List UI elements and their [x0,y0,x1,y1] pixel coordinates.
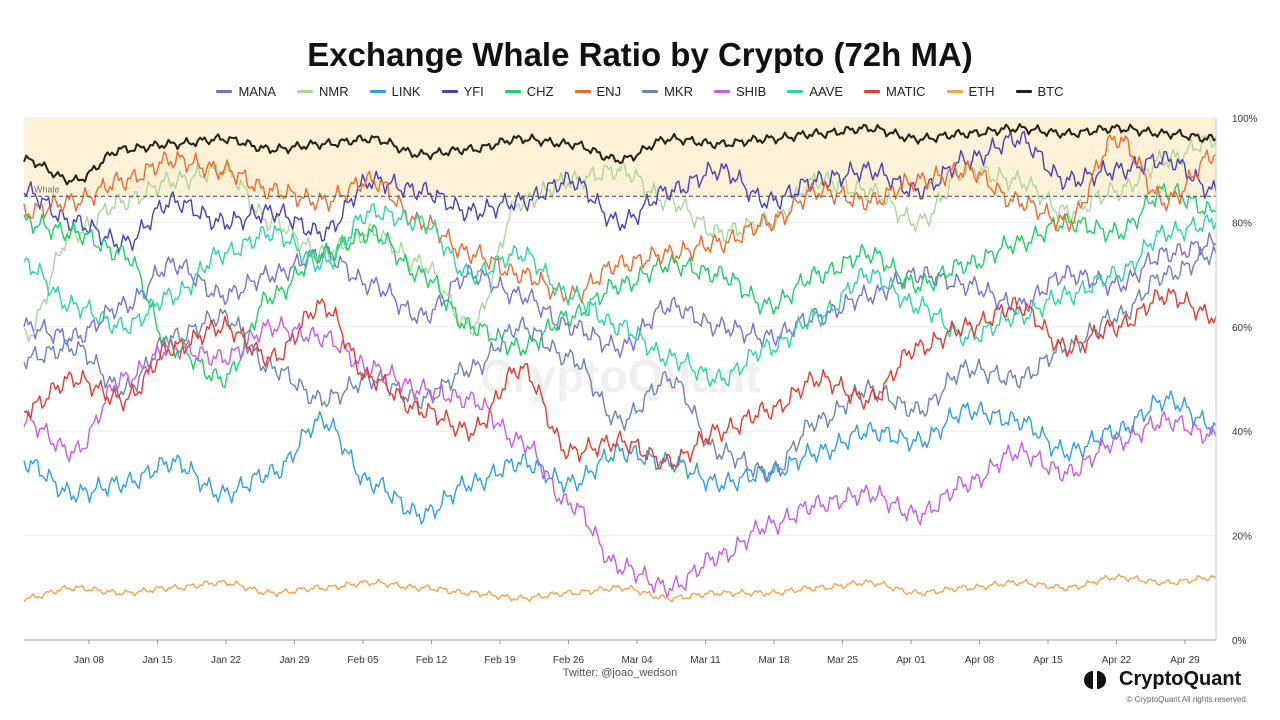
legend-swatch [216,90,233,93]
series-line-yfi [23,130,1217,253]
y-tick-label: 80% [1232,218,1252,229]
cryptoquant-logo-icon [1084,670,1106,689]
legend-label: BTC [1037,84,1064,99]
legend-swatch [504,90,521,93]
x-tick-label: Jan 08 [74,655,104,666]
x-tick-label: Apr 29 [1170,655,1200,666]
legend-item-matic[interactable]: MATIC [864,84,926,99]
legend-swatch [946,90,963,93]
series-line-matic [23,288,1217,470]
legend-swatch [642,90,659,93]
legend-label: CHZ [526,84,554,99]
legend-item-mkr[interactable]: MKR [642,84,693,99]
legend-label: LINK [391,84,421,99]
series-line-mana [23,232,1217,359]
legend-label: NMR [319,84,349,99]
x-tick-label: Mar 18 [758,655,790,666]
legend-label: MKR [664,84,693,99]
legend-label: MANA [238,84,277,99]
legend-swatch [441,90,458,93]
series-line-eth [23,573,1217,603]
legend-item-mana[interactable]: MANA [216,84,276,99]
x-tick-label: Jan 22 [211,655,241,666]
x-tick-label: Feb 12 [416,655,448,666]
x-tick-label: Jan 15 [142,655,172,666]
x-tick-label: Jan 29 [279,655,309,666]
legend-item-aave[interactable]: AAVE [787,84,843,99]
x-tick-label: Feb 05 [347,655,379,666]
legend-swatch [369,90,386,93]
chart-title: Exchange Whale Ratio by Crypto (72h MA) [307,36,973,73]
x-tick-label: Mar 25 [827,655,859,666]
legend-item-eth[interactable]: ETH [946,84,995,99]
y-tick-label: 0% [1232,636,1247,647]
brand-name: CryptoQuant [1119,668,1242,690]
x-tick-label: Mar 11 [690,655,721,666]
series-line-enj [23,134,1217,305]
legend-item-nmr[interactable]: NMR [297,84,349,99]
y-tick-label: 40% [1232,427,1252,438]
legend-swatch [297,90,314,93]
legend-label: ETH [968,84,995,99]
x-tick-label: Apr 15 [1033,655,1063,666]
series-line-mkr [23,245,1217,483]
y-tick-label: 100% [1232,114,1258,125]
copyright-notice: © CryptoQuant All rights reserved. [1126,695,1249,704]
x-tick-label: Apr 08 [965,655,995,666]
x-tick-label: Feb 26 [553,655,585,666]
legend-swatch [787,90,804,93]
legend-label: YFI [463,84,484,99]
series-line-aave [23,203,1217,387]
brand-logo: CryptoQuant [1083,668,1241,691]
legend-swatch [1015,90,1032,93]
y-tick-label: 60% [1232,323,1252,334]
whale-threshold-label: Whale [34,184,60,194]
watermark: CryptoQuant [479,350,760,402]
legend-item-btc[interactable]: BTC [1015,84,1064,99]
legend-label: MATIC [886,84,926,99]
whale-highlight-band [24,118,1216,197]
legend-item-shib[interactable]: SHIB [713,84,767,99]
legend-item-link[interactable]: LINK [369,84,421,99]
series-line-link [23,390,1217,525]
legend-swatch [864,90,881,93]
series-line-btc [23,123,1217,186]
series-line-chz [23,182,1217,389]
legend-label: SHIB [735,84,767,99]
author-credit: Twitter: @joao_wedson [562,667,678,679]
legend-label: ENJ [596,84,622,99]
series-line-nmr [23,133,1217,343]
x-tick-label: Apr 01 [896,655,926,666]
x-tick-label: Apr 22 [1102,655,1132,666]
legend-swatch [574,90,591,93]
y-tick-label: 20% [1232,532,1252,543]
legend-swatch [713,90,730,93]
legend-item-chz[interactable]: CHZ [504,84,554,99]
x-tick-label: Feb 19 [484,655,516,666]
legend-item-enj[interactable]: ENJ [574,84,622,99]
legend: MANA NMR LINK YFI CHZ ENJ MKR SHIB AAVE MATIC ETH B… [0,84,1280,99]
legend-item-yfi[interactable]: YFI [441,84,484,99]
legend-label: AAVE [809,84,844,99]
x-tick-label: Mar 04 [621,655,653,666]
series-line-shib [23,315,1217,599]
